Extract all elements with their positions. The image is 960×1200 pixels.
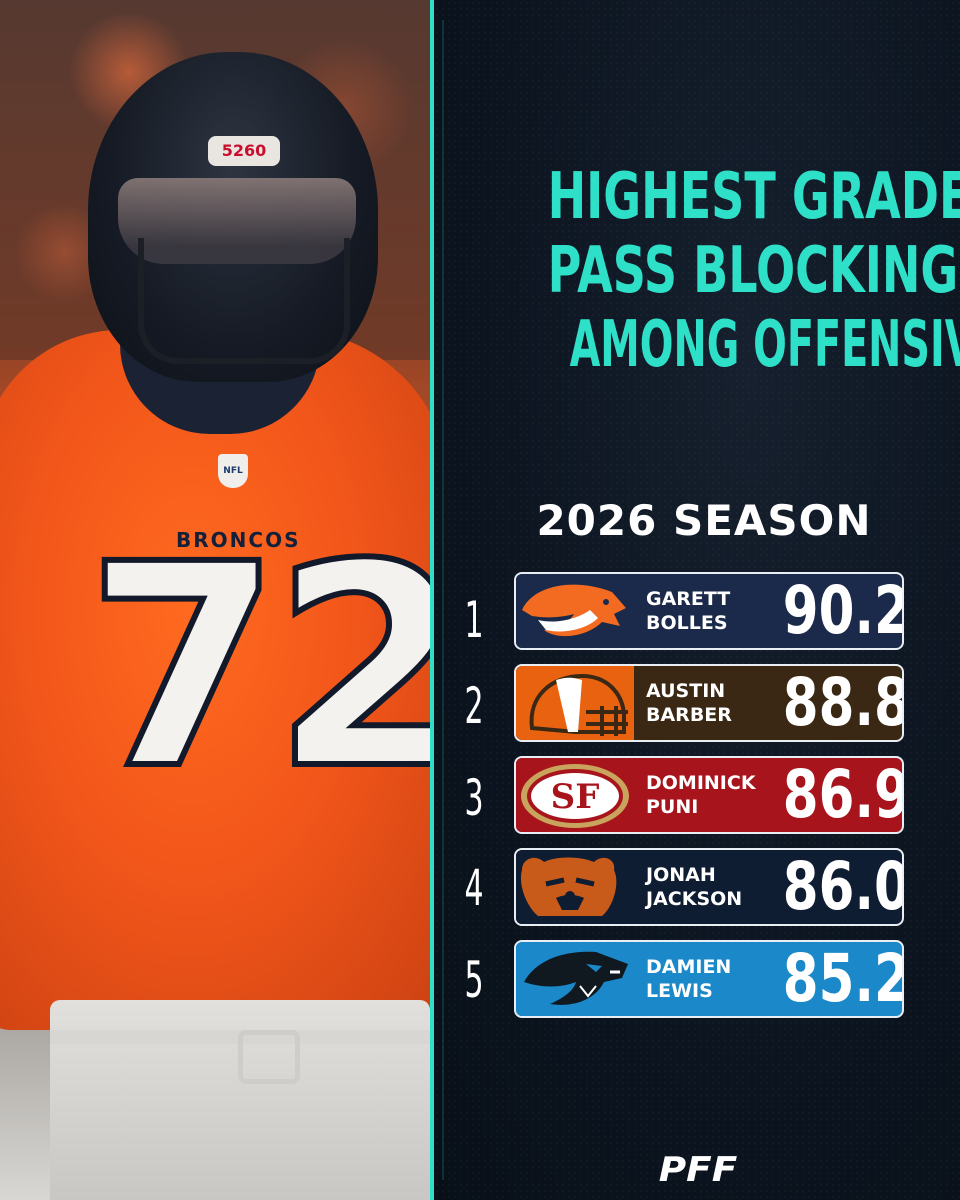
- player-photo: 5260 NFL BRONCOS 72: [0, 0, 430, 1200]
- player-first-name: AUSTIN: [646, 680, 726, 702]
- player-name: DOMINICK PUNI: [646, 771, 796, 819]
- rank-number: 4: [464, 859, 484, 917]
- orange-jersey: [0, 330, 430, 1030]
- player-last-name: PUNI: [646, 796, 699, 818]
- belt-buckle: [238, 1030, 300, 1084]
- grade-value: 85.2: [782, 940, 904, 1017]
- svg-text:SF: SF: [551, 777, 600, 817]
- headline-line-1: HIGHEST GRADED: [547, 160, 960, 234]
- ranking-row: GARETT BOLLES 90.2: [514, 572, 904, 650]
- ranking-row: DAMIEN LEWIS 85.2: [514, 940, 904, 1018]
- grade-value: 88.8: [782, 664, 904, 741]
- pff-logo: PFF: [658, 1150, 738, 1190]
- player-name: JONAH JACKSON: [646, 863, 796, 911]
- jersey-team-word: BRONCOS: [176, 528, 301, 552]
- season-label: 2026 SEASON: [536, 496, 872, 545]
- player-name: DAMIEN LEWIS: [646, 955, 796, 1003]
- player-name: GARETT BOLLES: [646, 587, 796, 635]
- headline-line-3: AMONG OFFENSIVE LINE: [569, 308, 960, 382]
- helmet-plate: 5260: [208, 136, 280, 166]
- player-first-name: DOMINICK: [646, 772, 756, 794]
- browns-helmet-icon: [516, 666, 634, 740]
- ranking-row: JONAH JACKSON 86.0: [514, 848, 904, 926]
- player-first-name: DAMIEN: [646, 956, 732, 978]
- ranking-panel: HIGHEST GRADED PASS BLOCKING AMONG OFFEN…: [434, 0, 960, 1200]
- broncos-logo-icon: [516, 574, 634, 648]
- ranking-row: SF DOMINICK PUNI 86.9: [514, 756, 904, 834]
- player-first-name: JONAH: [646, 864, 716, 886]
- rank-number: 5: [464, 951, 484, 1009]
- player-last-name: LEWIS: [646, 980, 713, 1002]
- headline-line-2: PASS BLOCKING: [547, 234, 959, 308]
- niners-logo-icon: SF: [516, 758, 634, 832]
- facemask: [138, 238, 350, 364]
- rank-number: 1: [464, 591, 484, 649]
- rank-number: 3: [464, 769, 484, 827]
- rank-number: 2: [464, 677, 484, 735]
- panthers-logo-icon: [516, 942, 634, 1016]
- nfl-shield-icon: NFL: [218, 454, 248, 488]
- grade-value: 90.2: [782, 572, 904, 649]
- grade-value: 86.9: [782, 756, 904, 833]
- grade-value: 86.0: [782, 848, 904, 925]
- player-first-name: GARETT: [646, 588, 731, 610]
- player-last-name: JACKSON: [646, 888, 743, 910]
- player-last-name: BOLLES: [646, 612, 728, 634]
- panel-edge-line: [442, 20, 444, 1180]
- accent-divider: [430, 0, 434, 1200]
- ranking-row: AUSTIN BARBER 88.8: [514, 664, 904, 742]
- jersey-number: 72: [83, 505, 430, 831]
- player-name: AUSTIN BARBER: [646, 679, 796, 727]
- player-last-name: BARBER: [646, 704, 732, 726]
- bears-logo-icon: [516, 850, 634, 924]
